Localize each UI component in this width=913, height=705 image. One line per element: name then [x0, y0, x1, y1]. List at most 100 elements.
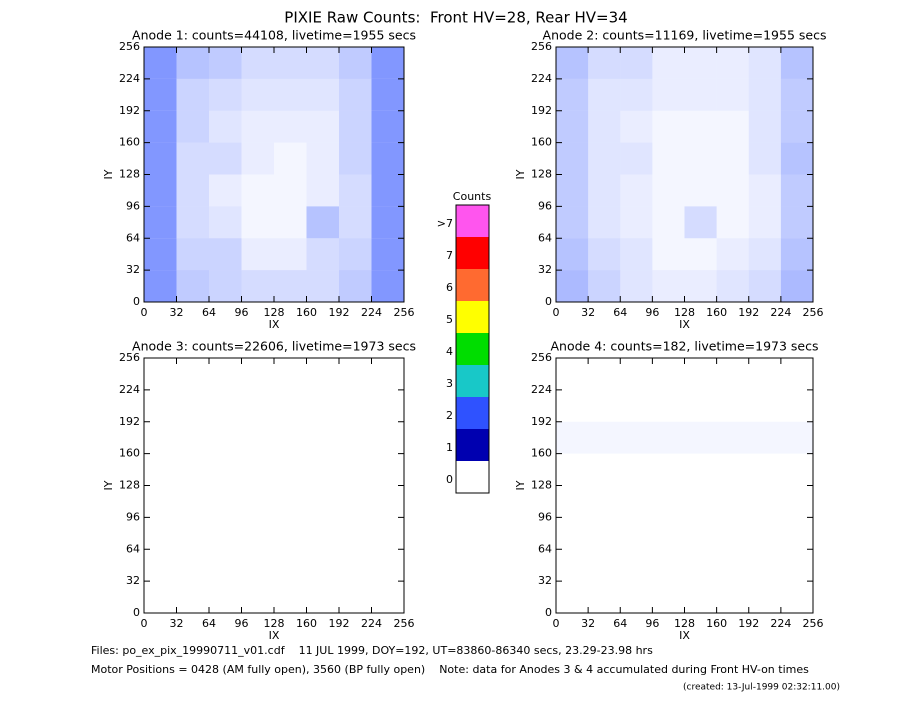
density-cell — [144, 174, 177, 207]
density-cell — [144, 358, 177, 390]
density-cell — [780, 238, 813, 271]
density-cell — [371, 238, 404, 271]
y-tick-label: 256 — [531, 40, 552, 53]
colorbar-label: 0 — [446, 473, 453, 486]
density-cell — [652, 421, 685, 454]
density-cell — [652, 78, 685, 111]
density-cell — [716, 110, 749, 143]
density-cell — [556, 110, 589, 143]
density-cell — [209, 390, 242, 422]
density-cell — [339, 517, 372, 549]
density-cell — [748, 142, 781, 175]
density-cell — [620, 358, 652, 390]
density-cell — [176, 78, 209, 111]
density-cell — [780, 47, 813, 79]
y-tick-label: 224 — [531, 72, 552, 85]
density-cell — [209, 142, 242, 175]
density-cell — [274, 270, 307, 302]
density-cell — [242, 486, 275, 518]
density-cell — [652, 270, 685, 302]
y-tick-label: 256 — [119, 351, 140, 364]
y-tick-label: 32 — [126, 263, 140, 276]
density-cell — [652, 454, 684, 486]
x-tick-label: 128 — [674, 617, 695, 630]
density-cell — [588, 270, 621, 302]
density-cell — [781, 486, 813, 518]
density-cell — [209, 358, 242, 390]
colorbar-frame — [455, 204, 490, 494]
x-tick-label: 32 — [170, 306, 184, 319]
density-cell — [588, 549, 620, 581]
density-cell — [685, 358, 717, 390]
density-cell — [652, 47, 685, 79]
density-cell — [556, 421, 589, 454]
density-cell — [306, 110, 339, 143]
density-cell — [748, 174, 781, 207]
colorbar-cell — [456, 301, 489, 333]
density-cell — [588, 47, 621, 79]
density-cell — [652, 581, 684, 613]
density-cell — [176, 142, 209, 175]
y-tick-label: 96 — [538, 199, 552, 212]
density-cell — [307, 486, 340, 518]
y-tick-label: 0 — [133, 295, 140, 308]
x-tick-label: 96 — [645, 306, 659, 319]
footer-created: (created: 13-Jul-1999 02:32:11.00) — [683, 683, 840, 693]
density-cell — [209, 422, 242, 454]
y-tick-label: 128 — [531, 168, 552, 181]
density-cell — [307, 454, 340, 486]
density-cell — [588, 486, 620, 518]
density-cell — [620, 110, 653, 143]
density-cell — [339, 270, 372, 302]
y-tick-label: 192 — [531, 415, 552, 428]
x-tick-label: 0 — [553, 306, 560, 319]
density-cell — [274, 206, 307, 239]
density-cell — [144, 270, 177, 302]
colorbar-cell — [456, 205, 489, 237]
density-cell — [748, 421, 781, 454]
y-tick-label: 64 — [538, 231, 552, 244]
density-cell — [274, 47, 307, 79]
density-cell — [717, 581, 749, 613]
density-cell — [684, 78, 717, 111]
density-cell — [339, 549, 372, 581]
x-tick-label: 128 — [264, 617, 285, 630]
density-cell — [306, 206, 339, 239]
x-tick-label: 32 — [170, 617, 184, 630]
density-cell — [209, 454, 242, 486]
x-tick-label: 192 — [738, 617, 759, 630]
y-tick-label: 32 — [126, 574, 140, 587]
density-cell — [749, 358, 781, 390]
density-cell — [306, 78, 339, 111]
density-cell — [242, 422, 275, 454]
y-tick-label: 96 — [538, 510, 552, 523]
y-tick-label: 32 — [538, 574, 552, 587]
density-cell — [177, 390, 210, 422]
density-cell — [780, 421, 813, 454]
density-cell — [588, 517, 620, 549]
figure-title: PIXIE Raw Counts: Front HV=28, Rear HV=3… — [284, 9, 627, 27]
density-cell — [209, 110, 242, 143]
colorbar-label: >7 — [437, 217, 453, 230]
density-cell — [684, 270, 717, 302]
colorbar-label: 2 — [446, 409, 453, 422]
density-cell — [717, 549, 749, 581]
density-cell — [749, 581, 781, 613]
x-axis-label: IX — [679, 629, 690, 642]
colorbar-cell — [456, 333, 489, 365]
density-cell — [620, 454, 652, 486]
density-cell — [177, 517, 210, 549]
density-cell — [780, 110, 813, 143]
density-cell — [652, 549, 684, 581]
y-axis-label: IY — [514, 169, 527, 179]
x-tick-label: 0 — [553, 617, 560, 630]
colorbar-label: 4 — [446, 345, 453, 358]
density-cell — [144, 390, 177, 422]
density-cell — [652, 358, 684, 390]
density-cell — [717, 486, 749, 518]
colorbar-label: 6 — [446, 281, 453, 294]
density-cell — [307, 517, 340, 549]
density-cell — [371, 270, 404, 302]
density-cell — [620, 486, 652, 518]
